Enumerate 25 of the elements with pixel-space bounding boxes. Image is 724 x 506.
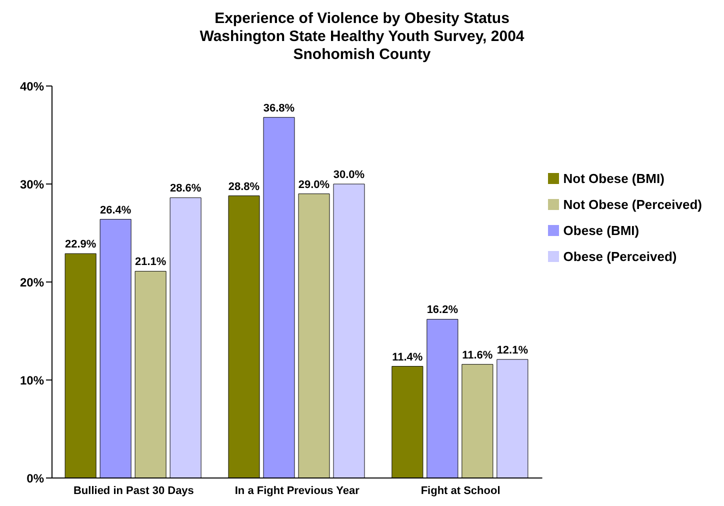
y-tick-label: 20% <box>20 275 44 290</box>
data-label: 30.0% <box>333 169 365 181</box>
legend-label: Not Obese (BMI) <box>563 171 664 186</box>
data-label: 12.1% <box>496 344 528 356</box>
data-label: 36.8% <box>263 102 295 114</box>
x-tick-label: In a Fight Previous Year <box>234 484 360 497</box>
data-label: 28.6% <box>170 182 202 195</box>
data-label: 16.2% <box>426 304 458 316</box>
legend-label: Obese (Perceived) <box>563 249 677 264</box>
y-tick-label: 40% <box>20 79 44 94</box>
data-label: 26.4% <box>100 204 132 216</box>
x-tick-label: Bullied in Past 30 Days <box>73 484 194 497</box>
y-tick-label: 30% <box>20 177 44 192</box>
data-label: 28.8% <box>228 180 260 193</box>
legend-label: Obese (BMI) <box>563 223 640 238</box>
chart-title: Experience of Violence by Obesity Status Washington State Healthy Youth Survey, 2004 Snohomish County <box>198 10 526 64</box>
data-label: 21.1% <box>134 256 166 268</box>
data-label: 22.9% <box>64 238 96 251</box>
y-tick-label: 0% <box>26 471 44 486</box>
data-label: 11.6% <box>462 349 493 362</box>
data-label: 11.4% <box>392 351 423 364</box>
legend-label: Not Obese (Perceived) <box>563 197 702 212</box>
x-tick-label: Fight at School <box>420 484 500 497</box>
y-tick-label: 10% <box>20 373 44 388</box>
data-label: 29.0% <box>298 178 330 191</box>
